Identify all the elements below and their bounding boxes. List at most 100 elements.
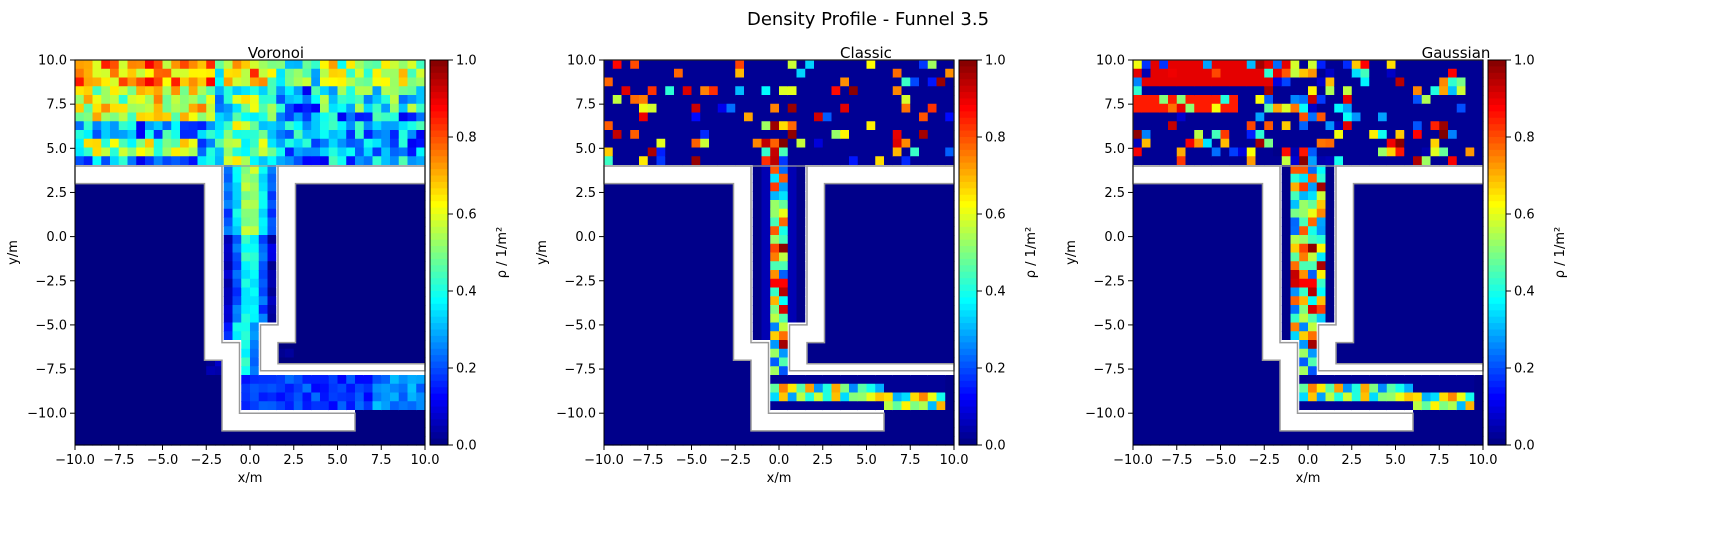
heatmap-cell <box>796 305 806 315</box>
heatmap-cell <box>145 86 155 96</box>
heatmap-cell <box>1150 191 1160 201</box>
heatmap-cell <box>267 392 277 402</box>
heatmap-cell <box>831 287 841 297</box>
heatmap-cell <box>892 182 903 192</box>
colorbar-swatch <box>959 291 977 299</box>
heatmap-cell <box>1308 243 1318 254</box>
heatmap-cell <box>1176 322 1187 332</box>
heatmap-cell <box>665 410 675 420</box>
heatmap-cell <box>822 270 833 280</box>
heatmap-cell <box>630 287 640 297</box>
heatmap-cell <box>691 200 701 210</box>
heatmap-cell <box>1133 357 1143 367</box>
heatmap-cell <box>822 427 833 437</box>
heatmap-cell <box>1360 60 1370 70</box>
heatmap-cell <box>180 235 190 245</box>
heatmap-cell <box>416 331 426 341</box>
heatmap-cell <box>320 182 330 192</box>
heatmap-cell <box>665 191 675 201</box>
heatmap-cell <box>180 208 190 219</box>
heatmap-cell <box>267 103 277 114</box>
heatmap-cell <box>787 208 798 219</box>
heatmap-cell <box>398 418 409 429</box>
heatmap-cell <box>1211 226 1222 236</box>
heatmap-cell <box>223 200 234 210</box>
heatmap-cell <box>604 95 614 105</box>
heatmap-cell <box>647 121 658 131</box>
heatmap-cell <box>1255 191 1265 201</box>
heatmap-cell <box>1203 138 1213 149</box>
heatmap-cell <box>665 296 675 306</box>
heatmap-cell <box>849 252 859 262</box>
heatmap-cell <box>1141 60 1152 70</box>
heatmap-cell <box>390 357 400 367</box>
heatmap-cell <box>1176 366 1187 376</box>
heatmap-cell <box>1308 147 1318 157</box>
heatmap-cell <box>346 60 356 70</box>
heatmap-cell <box>735 103 745 114</box>
heatmap-cell <box>849 60 859 70</box>
heatmap-cell <box>752 138 763 149</box>
heatmap-cell <box>127 121 137 131</box>
heatmap-cell <box>398 305 409 315</box>
heatmap-cell <box>293 287 304 297</box>
heatmap-cell <box>814 130 824 140</box>
heatmap-cell <box>188 252 199 262</box>
heatmap-cell <box>390 235 400 245</box>
heatmap-cell <box>621 340 631 350</box>
heatmap-cell <box>849 147 859 157</box>
heatmap-cell <box>1159 60 1169 70</box>
heatmap-cell <box>337 261 347 271</box>
heatmap-cell <box>691 340 701 350</box>
heatmap-cell <box>814 357 824 367</box>
heatmap-cell <box>250 165 260 175</box>
heatmap-cell <box>875 200 885 210</box>
heatmap-cell <box>285 86 295 96</box>
heatmap-cell <box>945 208 955 219</box>
heatmap-cell <box>153 121 164 131</box>
heatmap-cell <box>936 357 946 367</box>
heatmap-cell <box>1185 103 1195 114</box>
heatmap-cell <box>223 331 234 341</box>
heatmap-cell <box>153 156 164 166</box>
heatmap-cell <box>153 427 164 437</box>
heatmap-cell <box>945 410 955 420</box>
heatmap-cell <box>1351 313 1362 324</box>
heatmap-cell <box>717 200 728 210</box>
heatmap-cell <box>145 436 155 446</box>
heatmap-cell <box>1203 95 1213 105</box>
heatmap-cell <box>346 200 356 210</box>
heatmap-cell <box>1299 121 1309 131</box>
heatmap-cell <box>1246 305 1257 315</box>
heatmap-cell <box>1168 121 1178 131</box>
heatmap-cell <box>1281 200 1292 210</box>
heatmap-cell <box>796 147 806 157</box>
heatmap-cell <box>945 243 955 254</box>
heatmap-cell <box>787 305 798 315</box>
heatmap-cell <box>866 252 876 262</box>
heatmap-cell <box>302 147 312 157</box>
heatmap-cell <box>346 217 356 227</box>
heatmap-cell <box>612 147 623 157</box>
heatmap-cell <box>407 138 417 149</box>
heatmap-cell <box>779 235 789 245</box>
heatmap-cell <box>945 191 955 201</box>
heatmap-cell <box>206 68 216 79</box>
colorbar-swatch <box>959 201 977 209</box>
heatmap-cell <box>1369 208 1379 219</box>
heatmap-cell <box>735 112 745 122</box>
heatmap-cell <box>656 322 666 332</box>
heatmap-cell <box>363 392 374 402</box>
heatmap-cell <box>647 296 658 306</box>
heatmap-cell <box>372 348 382 359</box>
heatmap-cell <box>639 156 649 166</box>
x-tick-label: 2.5 <box>812 453 833 468</box>
heatmap-cell <box>197 261 207 271</box>
heatmap-cell <box>197 296 207 306</box>
heatmap-cell <box>145 392 155 402</box>
heatmap-cell <box>630 296 640 306</box>
heatmap-cell <box>407 252 417 262</box>
heatmap-cell <box>1203 86 1213 96</box>
heatmap-cell <box>612 313 623 324</box>
heatmap-cell <box>1299 165 1309 175</box>
